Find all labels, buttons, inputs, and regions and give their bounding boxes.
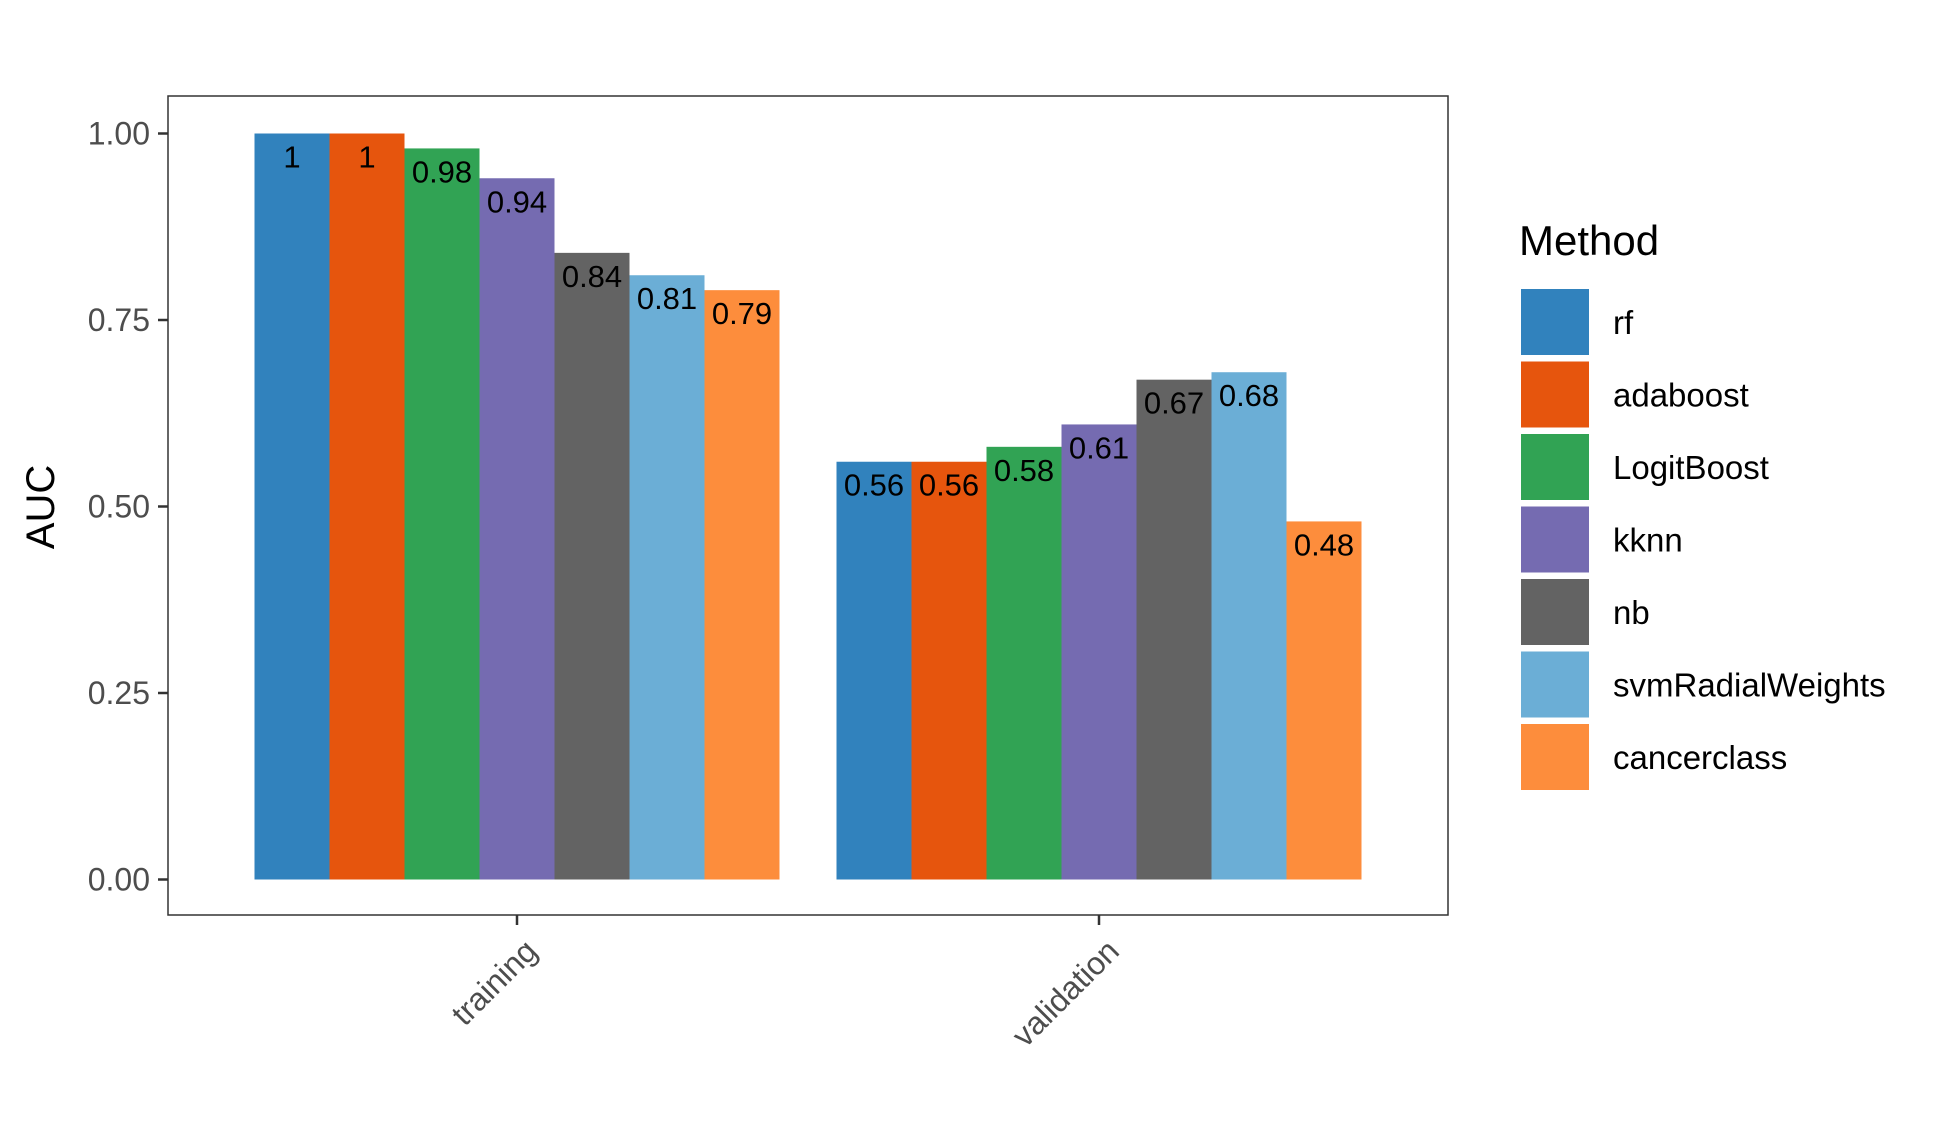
legend-key-svmRadialWeights [1519, 649, 1591, 720]
bar-LogitBoost-training [404, 148, 480, 880]
data-label-nb-validation: 0.67 [1144, 386, 1204, 421]
bar-adaboost-training [329, 133, 405, 880]
legend-key-LogitBoost [1519, 432, 1591, 502]
bar-svmRadialWeights-training [629, 275, 705, 880]
legend-key-cancerclass [1519, 722, 1591, 792]
y-axis-title: AUC [19, 465, 63, 549]
y-tick-label: 0.50 [88, 489, 150, 525]
legend-label-svmRadialWeights: svmRadialWeights [1613, 667, 1886, 704]
data-label-nb-training: 0.84 [562, 259, 622, 294]
bar-cancerclass-training [704, 290, 780, 880]
bar-nb-validation [1136, 379, 1212, 880]
y-tick-label: 1.00 [88, 116, 150, 152]
legend-label-adaboost: adaboost [1613, 377, 1749, 414]
bar-svmRadialWeights-validation [1211, 372, 1287, 880]
legend-key-adaboost [1519, 359, 1591, 430]
data-label-LogitBoost-validation: 0.58 [994, 453, 1054, 488]
data-label-cancerclass-validation: 0.48 [1294, 527, 1354, 562]
legend-key-kknn [1519, 504, 1591, 575]
bar-kknn-training [479, 178, 555, 880]
legend-label-rf: rf [1613, 304, 1634, 341]
legend-label-LogitBoost: LogitBoost [1613, 449, 1769, 486]
data-label-cancerclass-training: 0.79 [712, 296, 772, 331]
data-label-kknn-validation: 0.61 [1069, 430, 1129, 465]
bar-adaboost-validation [911, 461, 987, 880]
data-label-adaboost-training: 1 [358, 140, 375, 175]
bar-kknn-validation [1061, 424, 1137, 880]
data-label-svmRadialWeights-training: 0.81 [637, 281, 697, 316]
bar-rf-validation [836, 461, 912, 880]
bar-nb-training [554, 252, 630, 880]
bar-cancerclass-validation [1286, 521, 1362, 880]
data-label-rf-validation: 0.56 [844, 468, 904, 503]
plot-area: 0.00 0.25 0.50 0.75 1.00 1 0.56 1 0.56 0.98 0.58 0.… [88, 95, 1449, 1054]
legend-label-kknn: kknn [1613, 522, 1683, 559]
legend-label-nb: nb [1613, 594, 1650, 631]
legend: Method rf adaboost LogitBoost kknn nb svmRadi… [1519, 217, 1886, 792]
data-label-adaboost-validation: 0.56 [919, 468, 979, 503]
data-label-kknn-training: 0.94 [487, 184, 547, 219]
data-label-LogitBoost-training: 0.98 [412, 154, 472, 189]
bar-LogitBoost-validation [986, 446, 1062, 880]
y-tick-label: 0.75 [88, 302, 150, 338]
data-label-svmRadialWeights-validation: 0.68 [1219, 378, 1279, 413]
legend-title: Method [1519, 217, 1659, 264]
legend-key-rf [1519, 287, 1591, 357]
legend-key-nb [1519, 577, 1591, 647]
bar-rf-training [254, 133, 330, 880]
legend-label-cancerclass: cancerclass [1613, 739, 1787, 776]
y-tick-label: 0.00 [88, 862, 150, 898]
y-tick-label: 0.25 [88, 675, 150, 711]
data-label-rf-training: 1 [283, 140, 300, 175]
